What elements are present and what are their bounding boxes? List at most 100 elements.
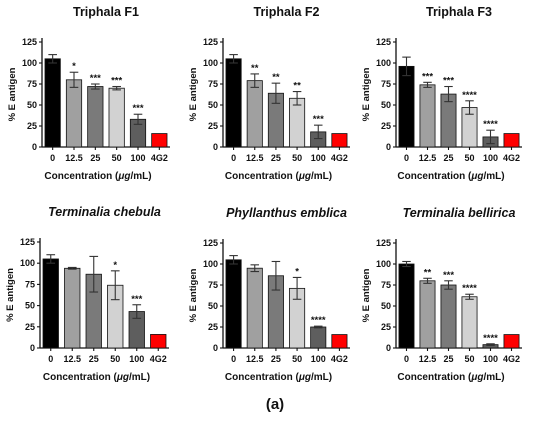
bar-25 bbox=[440, 284, 457, 349]
bar-0 bbox=[44, 58, 61, 148]
y-tick-label: 50 bbox=[381, 301, 391, 311]
y-tick-label: 100 bbox=[203, 58, 218, 68]
y-axis-label: % E antigen bbox=[361, 67, 372, 121]
significance-label: ** bbox=[293, 81, 301, 92]
y-tick-label: 50 bbox=[208, 100, 218, 110]
x-tick-label: 12.5 bbox=[65, 153, 83, 163]
x-tick-label: 25 bbox=[271, 354, 281, 364]
x-tick-label: 50 bbox=[112, 153, 122, 163]
bar-50 bbox=[289, 97, 306, 148]
significance-label: **** bbox=[483, 333, 498, 344]
x-tick-label: 4G2 bbox=[331, 354, 348, 364]
y-axis-label: % E antigen bbox=[7, 67, 18, 121]
x-tick-label: 100 bbox=[483, 153, 498, 163]
chart-title: Phyllanthus emblica bbox=[226, 206, 347, 220]
x-tick-label: 12.5 bbox=[246, 153, 264, 163]
bar-12_5 bbox=[246, 267, 263, 349]
x-axis-label: Concentration (μg/mL) bbox=[397, 171, 504, 182]
bar-12_5 bbox=[246, 80, 263, 148]
charts-canvas: Triphala F1 0 25 50 75 100 125 % E antigen 0 * 12.… bbox=[5, 5, 522, 383]
y-tick-label: 25 bbox=[208, 121, 218, 131]
bar-12_5 bbox=[419, 280, 436, 349]
significance-label: *** bbox=[422, 71, 433, 82]
y-axis-label: % E antigen bbox=[188, 67, 199, 121]
y-tick-label: 50 bbox=[381, 100, 391, 110]
significance-label: *** bbox=[313, 114, 324, 125]
bar-4G2 bbox=[503, 334, 520, 349]
x-axis-label: Concentration (μg/mL) bbox=[44, 171, 151, 182]
chart-panel-5: Phyllanthus emblica 0 25 50 75 100 125 % E anti… bbox=[188, 206, 350, 383]
x-tick-label: 25 bbox=[443, 354, 453, 364]
chart-panel-6: Terminalia bellirica 0 25 50 75 100 125 % E ant… bbox=[361, 206, 522, 383]
y-tick-label: 25 bbox=[208, 322, 218, 332]
significance-label: * bbox=[295, 266, 299, 277]
x-axis-label: Concentration (μg/mL) bbox=[225, 171, 332, 182]
x-tick-label: 25 bbox=[443, 153, 453, 163]
y-tick-label: 125 bbox=[22, 37, 37, 47]
y-tick-label: 0 bbox=[32, 142, 37, 152]
chart-panel-4: Terminalia chebula 0 25 50 75 100 125 % E antig… bbox=[5, 205, 169, 383]
bar-0 bbox=[398, 65, 415, 148]
y-tick-label: 75 bbox=[381, 79, 391, 89]
y-tick-label: 100 bbox=[203, 259, 218, 269]
bar-50 bbox=[108, 87, 125, 148]
chart-title: Triphala F1 bbox=[73, 5, 139, 19]
significance-label: *** bbox=[90, 73, 101, 84]
x-tick-label: 4G2 bbox=[503, 354, 520, 364]
bar-4G2 bbox=[503, 133, 520, 148]
significance-label: *** bbox=[443, 76, 454, 87]
y-tick-label: 50 bbox=[208, 301, 218, 311]
significance-label: ** bbox=[251, 63, 259, 74]
y-tick-label: 125 bbox=[376, 37, 391, 47]
x-tick-label: 12.5 bbox=[419, 153, 437, 163]
x-tick-label: 4G2 bbox=[150, 354, 167, 364]
x-tick-label: 12.5 bbox=[63, 354, 81, 364]
bar-0 bbox=[398, 263, 415, 349]
y-tick-label: 0 bbox=[30, 343, 35, 353]
x-tick-label: 100 bbox=[311, 354, 326, 364]
y-axis-label: % E antigen bbox=[5, 268, 16, 322]
y-tick-label: 50 bbox=[25, 301, 35, 311]
y-tick-label: 50 bbox=[27, 100, 37, 110]
x-tick-label: 0 bbox=[48, 354, 53, 364]
x-tick-label: 0 bbox=[50, 153, 55, 163]
y-tick-label: 75 bbox=[208, 79, 218, 89]
x-tick-label: 4G2 bbox=[503, 153, 520, 163]
significance-label: ** bbox=[272, 72, 280, 83]
y-tick-label: 25 bbox=[381, 121, 391, 131]
significance-label: **** bbox=[483, 119, 498, 130]
y-tick-label: 75 bbox=[208, 280, 218, 290]
x-tick-label: 12.5 bbox=[246, 354, 264, 364]
y-tick-label: 25 bbox=[27, 121, 37, 131]
y-tick-label: 125 bbox=[203, 238, 218, 248]
y-tick-label: 100 bbox=[20, 258, 35, 268]
significance-label: ** bbox=[424, 267, 432, 278]
y-tick-label: 100 bbox=[22, 58, 37, 68]
chart-panel-3: Triphala F3 0 25 50 75 100 125 % E antigen 0 *** 1… bbox=[361, 5, 522, 182]
x-tick-label: 0 bbox=[231, 153, 236, 163]
significance-label: **** bbox=[462, 90, 477, 101]
significance-label: **** bbox=[311, 315, 326, 326]
x-tick-label: 0 bbox=[231, 354, 236, 364]
x-axis-label: Concentration (μg/mL) bbox=[43, 372, 150, 383]
x-tick-label: 25 bbox=[271, 153, 281, 163]
bar-100 bbox=[310, 326, 327, 349]
significance-label: **** bbox=[462, 283, 477, 294]
y-tick-label: 0 bbox=[386, 142, 391, 152]
x-tick-label: 50 bbox=[292, 153, 302, 163]
figure-label: (a) bbox=[265, 396, 285, 413]
bar-50 bbox=[461, 296, 478, 349]
x-tick-label: 25 bbox=[89, 354, 99, 364]
bar-25 bbox=[87, 86, 104, 148]
y-axis-label: % E antigen bbox=[361, 268, 372, 322]
y-tick-label: 75 bbox=[381, 280, 391, 290]
significance-label: *** bbox=[131, 294, 142, 305]
bar-12_5 bbox=[419, 84, 436, 148]
bar-4G2 bbox=[150, 334, 167, 349]
x-axis-label: Concentration (μg/mL) bbox=[397, 372, 504, 383]
bar-4G2 bbox=[331, 133, 348, 148]
y-tick-label: 25 bbox=[25, 322, 35, 332]
x-tick-label: 0 bbox=[404, 354, 409, 364]
y-tick-label: 0 bbox=[213, 343, 218, 353]
